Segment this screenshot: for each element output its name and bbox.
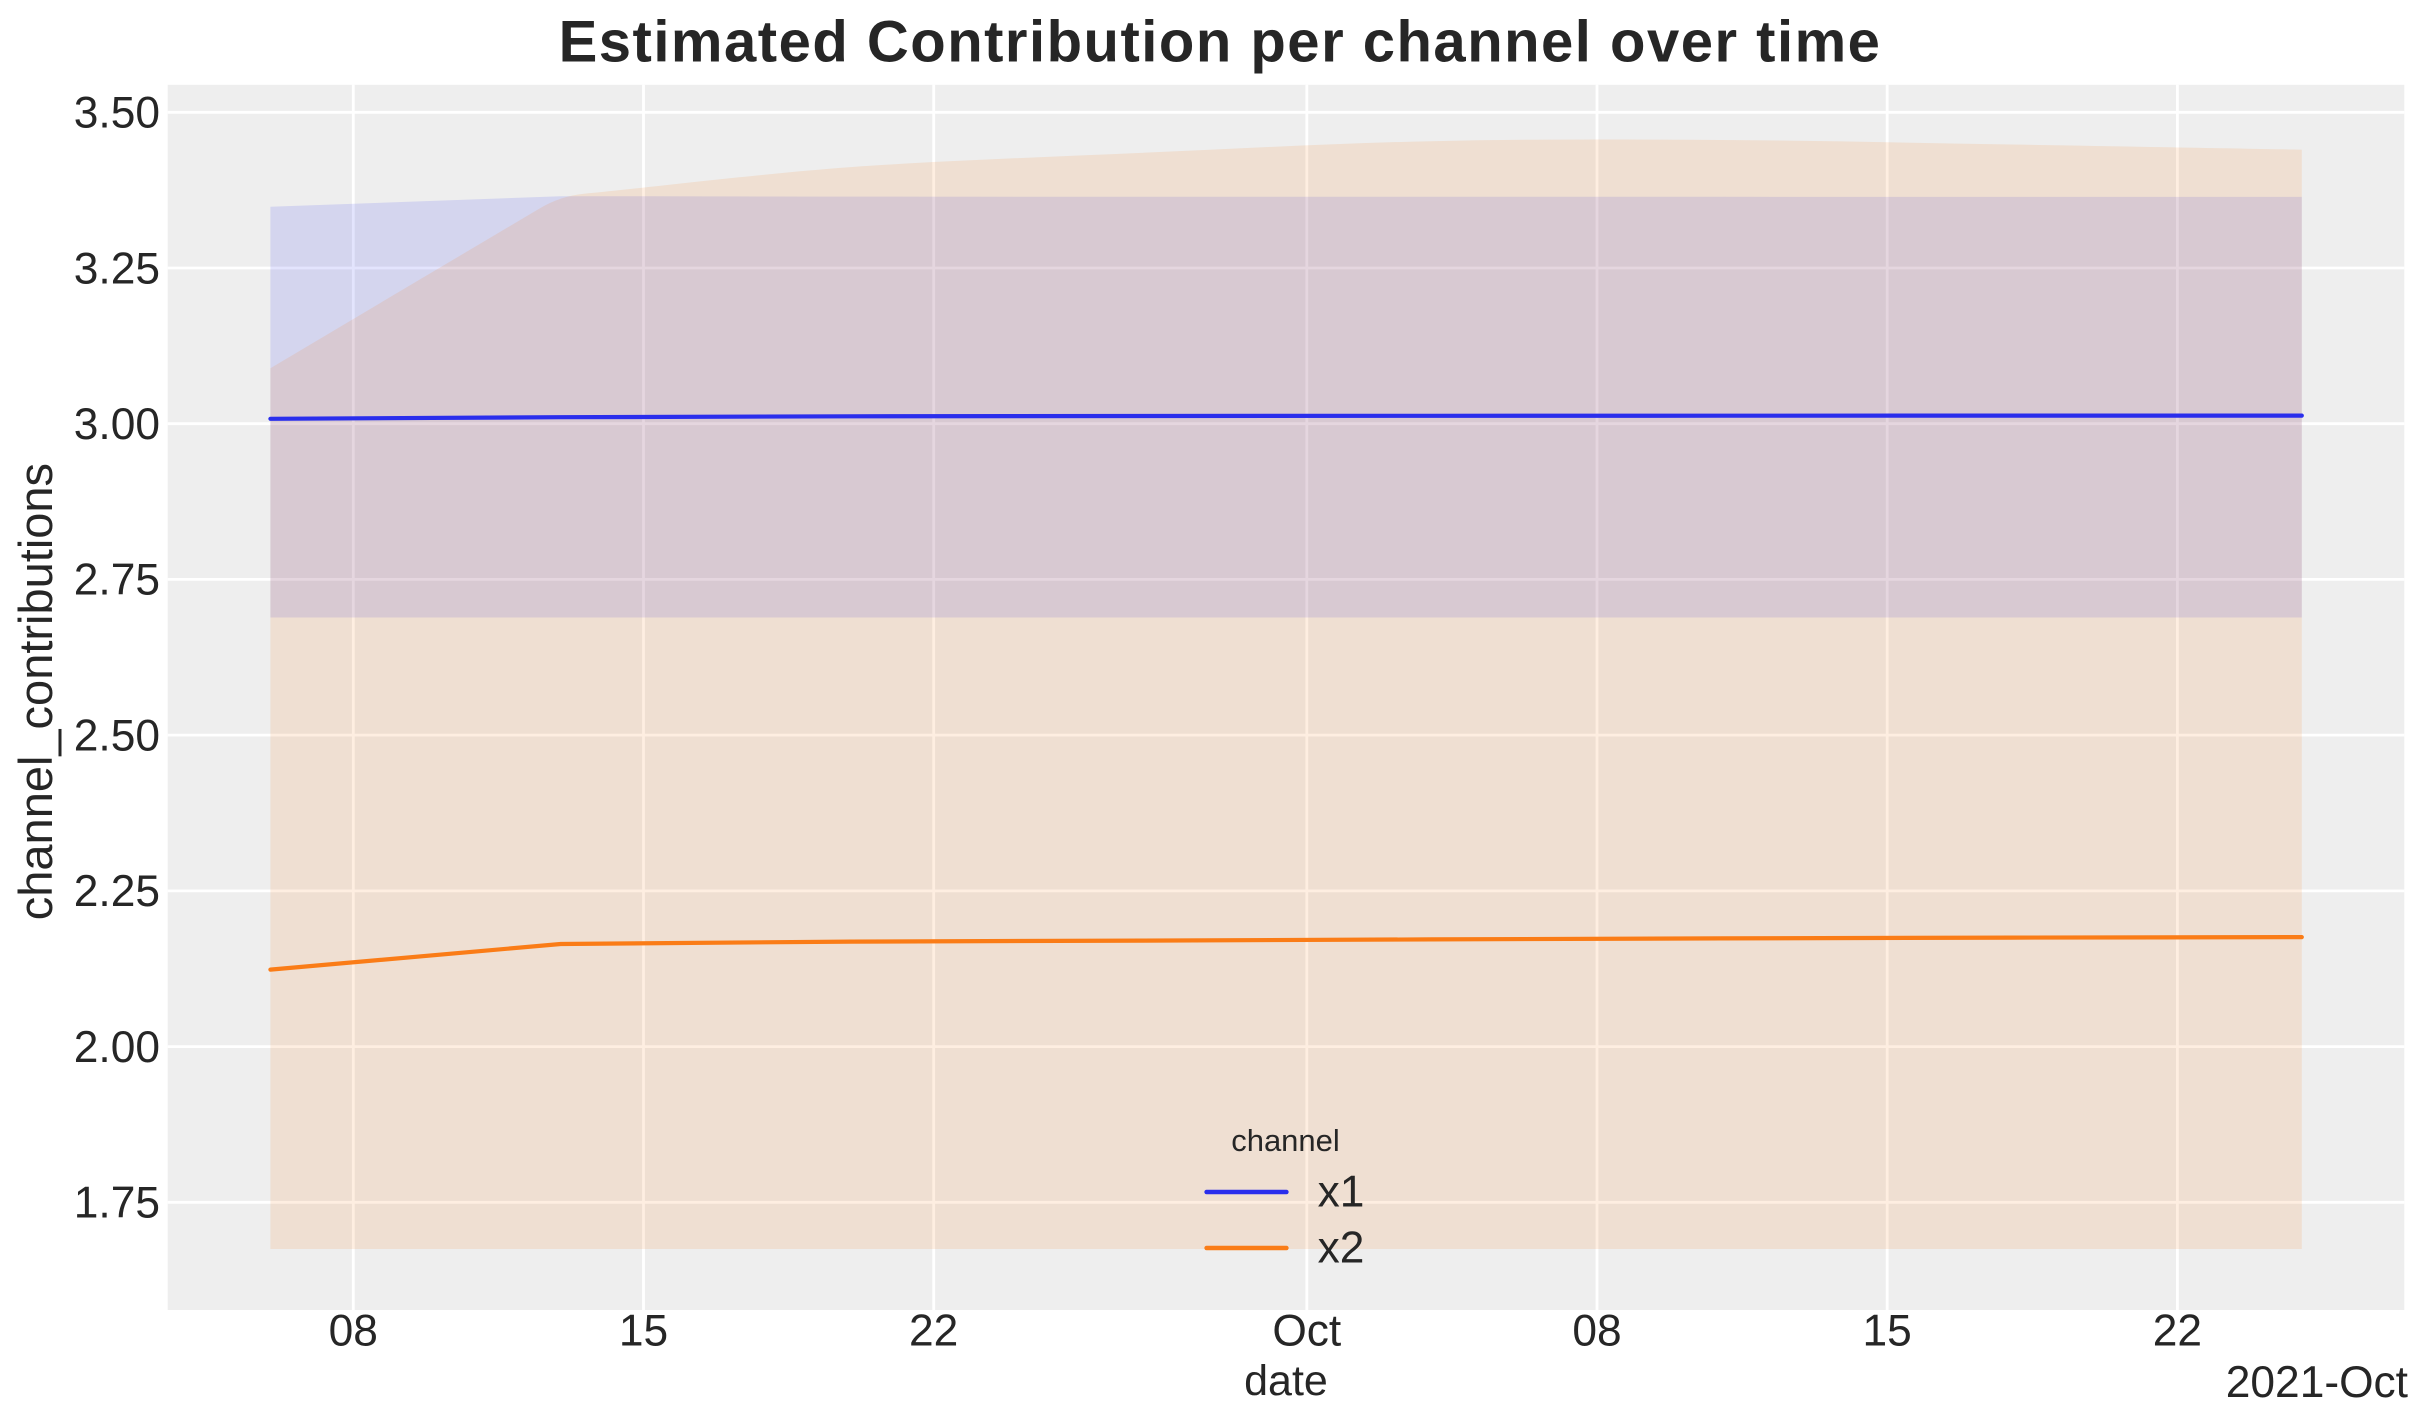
- svg-text:15: 15: [1863, 1307, 1912, 1356]
- svg-text:22: 22: [2153, 1307, 2202, 1356]
- svg-text:Estimated Contribution per cha: Estimated Contribution per channel over …: [559, 10, 1882, 75]
- svg-text:15: 15: [619, 1307, 668, 1356]
- svg-text:channel: channel: [1231, 1123, 1340, 1158]
- svg-text:date: date: [1244, 1357, 1328, 1405]
- svg-text:2021-Oct: 2021-Oct: [2226, 1358, 2408, 1407]
- svg-text:22: 22: [909, 1307, 958, 1356]
- svg-text:2.00: 2.00: [74, 1023, 160, 1072]
- svg-text:Oct: Oct: [1272, 1307, 1341, 1356]
- svg-text:channel_contributions: channel_contributions: [9, 463, 62, 920]
- svg-text:3.50: 3.50: [74, 89, 160, 138]
- svg-text:08: 08: [1572, 1307, 1621, 1356]
- svg-text:2.50: 2.50: [74, 711, 160, 760]
- svg-text:08: 08: [329, 1307, 378, 1356]
- svg-text:2.75: 2.75: [74, 556, 160, 605]
- svg-text:x1: x1: [1318, 1168, 1365, 1217]
- svg-text:x2: x2: [1318, 1224, 1365, 1273]
- svg-text:3.25: 3.25: [74, 244, 160, 293]
- svg-text:1.75: 1.75: [74, 1179, 160, 1228]
- svg-text:2.25: 2.25: [74, 867, 160, 916]
- svg-text:3.00: 3.00: [74, 400, 160, 449]
